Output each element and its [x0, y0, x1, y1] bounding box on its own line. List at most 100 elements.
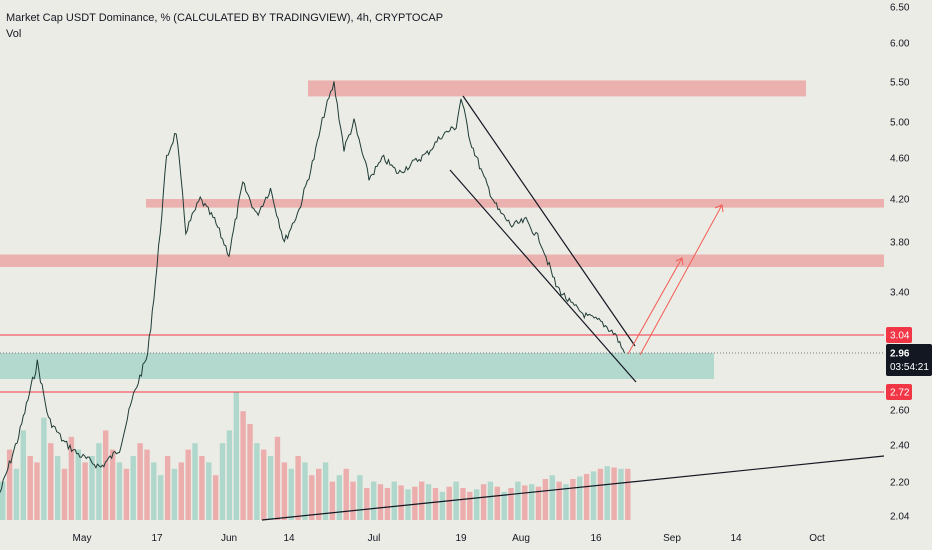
volume-bar	[316, 468, 322, 520]
volume-bar	[522, 485, 528, 520]
volume-bar	[432, 488, 439, 520]
volume-bar	[597, 468, 604, 520]
volume-bar	[254, 443, 260, 520]
volume-bar	[213, 475, 219, 520]
volume-bar	[309, 475, 315, 520]
volume-bar	[281, 462, 288, 520]
x-tick-label: Oct	[809, 533, 825, 544]
projection-arrow-2	[639, 204, 723, 356]
volume-bar	[419, 481, 425, 520]
x-tick-label: Sep	[663, 533, 681, 544]
channel-upper-line	[462, 95, 636, 347]
volume-bar	[34, 462, 40, 520]
volume-bar	[151, 462, 157, 520]
volume-bar	[494, 486, 500, 520]
volume-bar	[377, 484, 384, 520]
price-series-line	[0, 81, 625, 493]
volume-bar	[123, 468, 130, 520]
volume-bar	[109, 449, 116, 520]
volume-bar	[41, 417, 47, 520]
x-tick-label: 16	[590, 533, 602, 544]
volume-bar	[446, 486, 452, 520]
volume-bar	[556, 481, 562, 520]
level-tag-box	[886, 384, 912, 400]
volume-bar	[590, 471, 597, 520]
volume-bar	[185, 449, 191, 520]
support-zone-3	[0, 353, 714, 379]
volume-bar	[439, 491, 446, 520]
volume-bar	[480, 484, 487, 520]
volume-bar	[515, 481, 521, 520]
volume-bar	[542, 479, 549, 520]
volume-bar	[6, 449, 13, 520]
volume-bar	[288, 468, 294, 520]
volume-bar	[240, 411, 246, 520]
volume-bar	[27, 456, 33, 520]
volume-bar	[384, 488, 391, 520]
volume-bar	[611, 467, 617, 520]
volume-bar	[357, 475, 363, 520]
x-tick-label: Aug	[512, 533, 530, 544]
volume-bar	[329, 481, 336, 520]
countdown-label: 03:54:21	[890, 362, 929, 373]
x-tick-label: 14	[283, 533, 295, 544]
volume-bar	[75, 449, 81, 520]
drawings-layer	[261, 95, 885, 521]
volume-bar	[178, 462, 184, 520]
projection-arrow-1	[627, 257, 683, 355]
x-axis[interactable]: May 17 Jun 14 Jul 19 Aug 16 Sep 14 Oct	[73, 533, 825, 544]
volume-bar	[48, 443, 54, 520]
resistance-zone-2	[0, 254, 884, 267]
chart-header: Market Cap USDT Dominance, % (CALCULATED…	[6, 10, 443, 42]
y-tick-label: 4.60	[890, 154, 910, 165]
volume-layer	[0, 392, 631, 520]
volume-bar	[425, 484, 432, 520]
level-tag-label: 3.04	[890, 331, 910, 342]
y-tick-label: 2.04	[890, 512, 910, 523]
price-layer	[0, 81, 625, 493]
x-tick-label: 19	[455, 533, 467, 544]
volume-bar	[535, 486, 542, 520]
volume-bar	[199, 456, 205, 520]
long-trend-line	[261, 455, 885, 521]
current-price-tag	[886, 344, 932, 376]
x-tick-label: 17	[151, 533, 163, 544]
y-tick-label: 5.50	[890, 78, 910, 89]
volume-bar	[563, 484, 569, 520]
volume-bar	[295, 456, 301, 520]
volume-bar	[398, 485, 404, 520]
level-tag-box	[886, 327, 912, 343]
volume-bar	[453, 481, 459, 520]
volume-bar	[171, 468, 178, 520]
channel-lower-line	[449, 169, 637, 383]
x-tick-label: Jul	[368, 533, 381, 544]
y-tick-label: 2.20	[890, 478, 910, 489]
volume-bar	[0, 481, 6, 520]
resistance-zone-0	[308, 80, 806, 97]
y-axis[interactable]: 6.50 6.00 5.50 5.00 4.60 4.20 3.80 3.40 2.60 2.40…	[890, 3, 910, 523]
volume-bar	[164, 456, 171, 520]
volume-bar	[274, 436, 281, 520]
volume-bar	[625, 468, 631, 520]
volume-indicator-label: Vol	[6, 28, 22, 40]
volume-bar	[68, 436, 75, 520]
volume-bar	[487, 481, 494, 520]
y-tick-label: 6.50	[890, 3, 910, 14]
volume-bar	[474, 489, 480, 520]
volume-bar	[577, 476, 583, 520]
volume-bar	[158, 475, 164, 520]
volume-bar	[55, 456, 61, 520]
volume-bar	[233, 392, 239, 520]
volume-bar	[322, 462, 329, 520]
y-tick-label: 6.00	[890, 39, 910, 50]
volume-bar	[467, 491, 473, 520]
volume-bar	[82, 462, 88, 520]
volume-bar	[343, 468, 349, 520]
y-tick-label: 2.40	[890, 441, 910, 452]
volume-bar	[20, 430, 26, 520]
volume-bar	[583, 473, 590, 520]
projection-arrowhead-1	[675, 257, 684, 266]
volume-bar	[570, 479, 576, 520]
